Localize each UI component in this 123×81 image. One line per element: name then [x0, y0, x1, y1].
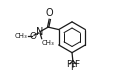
Text: CH₃: CH₃: [42, 40, 55, 46]
Text: F: F: [66, 60, 71, 69]
Text: O: O: [46, 8, 54, 18]
Text: F: F: [70, 63, 76, 72]
Text: O: O: [30, 32, 37, 41]
Text: F: F: [75, 60, 80, 69]
Text: CH₃: CH₃: [14, 33, 27, 39]
Text: N: N: [36, 27, 44, 37]
